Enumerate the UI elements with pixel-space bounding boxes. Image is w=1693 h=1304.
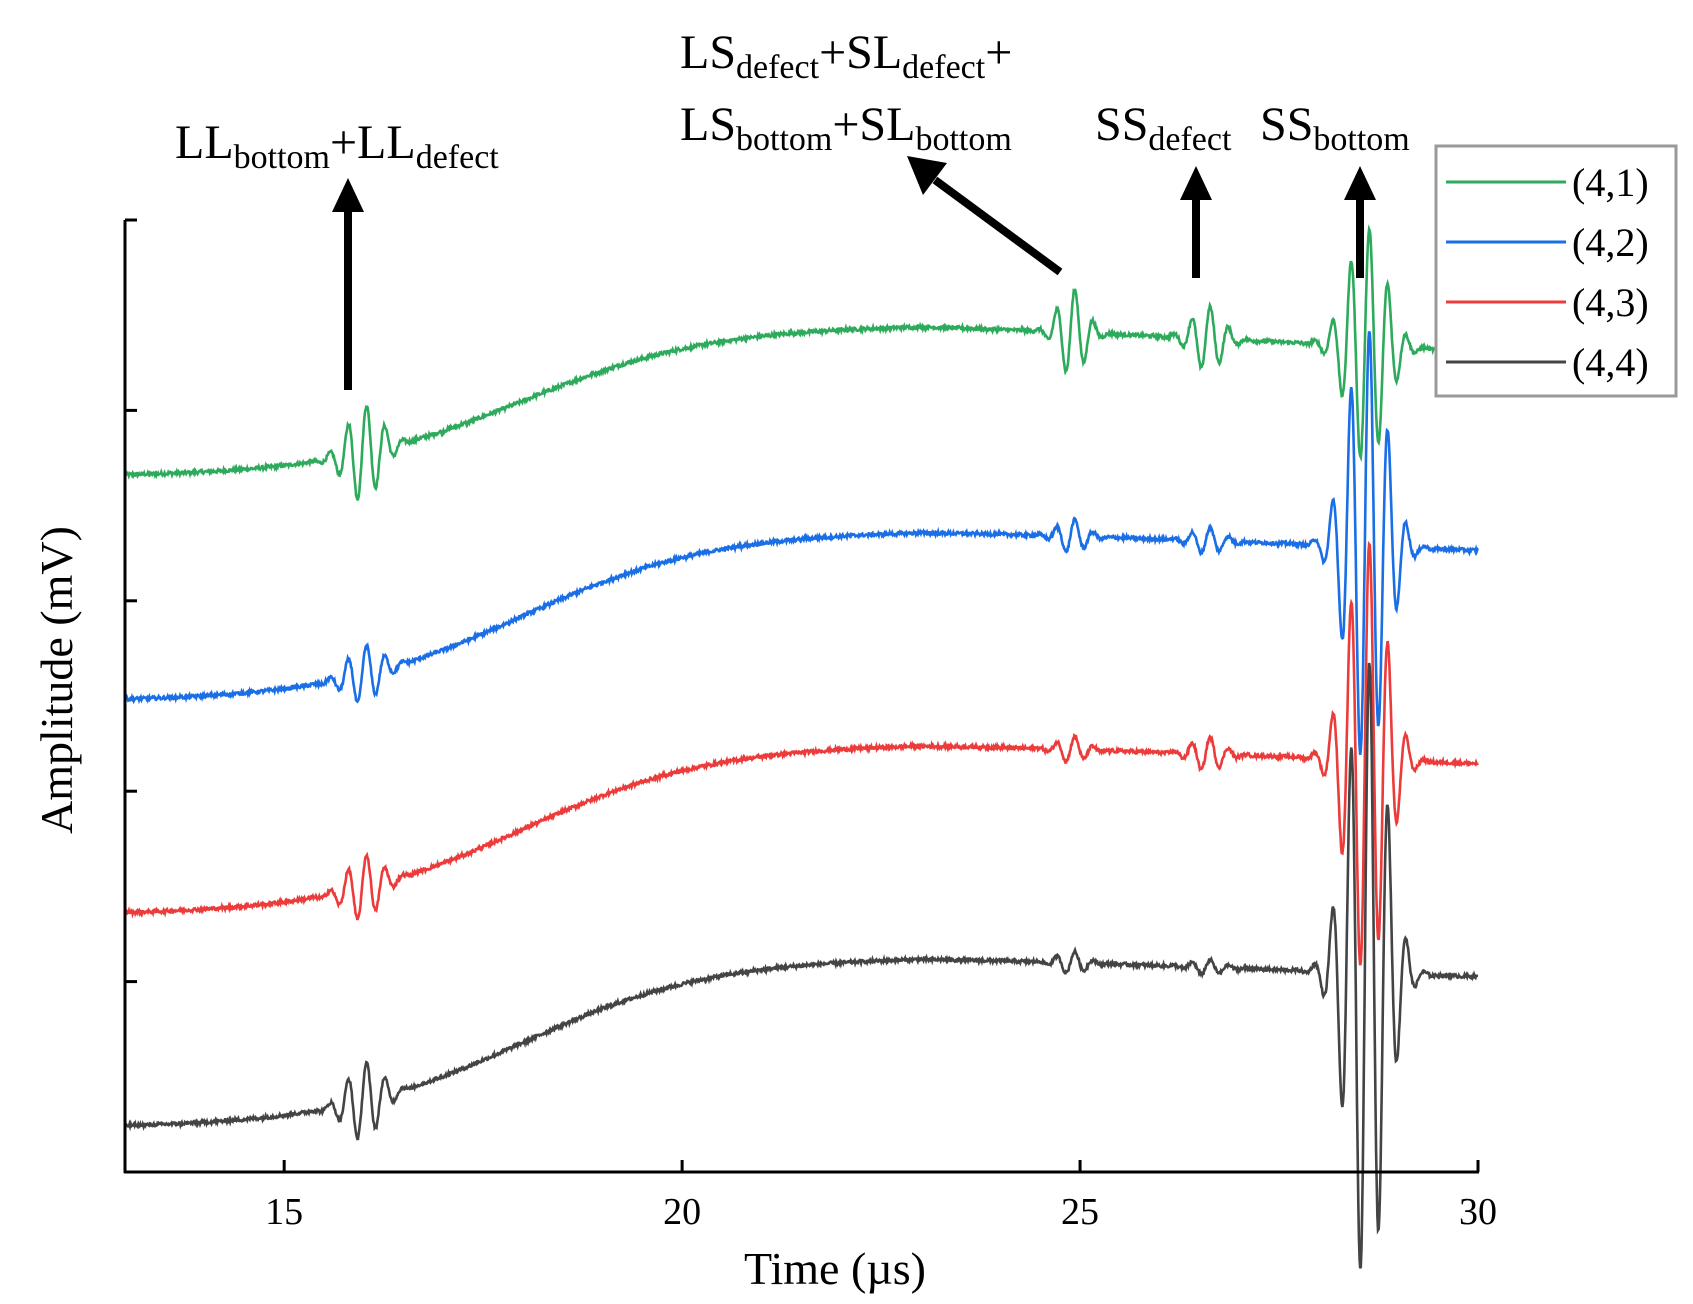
annotation-arrows	[332, 156, 1376, 390]
y-axis-label: Amplitude (mV)	[31, 526, 82, 834]
x-tick-label-25: 25	[1061, 1191, 1099, 1233]
legend-label-2: (4,2)	[1572, 220, 1649, 265]
series-traces	[123, 224, 1479, 1269]
annotation-ls-line2: LSbottom+SLbottom	[680, 98, 1012, 158]
arrow-ls	[932, 176, 1063, 276]
series-line-3	[124, 540, 1479, 966]
annotation-ss-defect: SSdefect	[1095, 98, 1232, 158]
annotation-ll: LLbottom+LLdefect	[175, 116, 499, 176]
legend-label-4: (4,4)	[1572, 340, 1649, 385]
series-line-1	[123, 224, 1448, 501]
arrow-ll-head	[332, 178, 364, 212]
arrow-ssb-head	[1344, 166, 1376, 200]
arrow-ssd-head	[1180, 166, 1212, 200]
x-tick-label-15: 15	[265, 1191, 303, 1233]
series-line-2	[124, 330, 1479, 755]
x-ticks: 15 20 25 30	[265, 1160, 1497, 1233]
arrow-ls-head	[907, 156, 947, 195]
axes: 15 20 25 30 Time (µs) Amplitude (mV)	[31, 218, 1497, 1294]
annotation-ss-bottom: SSbottom	[1260, 98, 1410, 158]
x-tick-label-20: 20	[663, 1191, 701, 1233]
x-tick-label-30: 30	[1459, 1191, 1497, 1233]
annotations: LLbottom+LLdefect LSdefect+SLdefect+ LSb…	[175, 26, 1410, 176]
series-line-4	[124, 662, 1479, 1269]
x-axis-label: Time (µs)	[744, 1243, 926, 1294]
y-ticks	[125, 218, 137, 984]
legend-box	[1434, 144, 1678, 398]
legend-label-3: (4,3)	[1572, 280, 1649, 325]
legend-label-1: (4,1)	[1572, 160, 1649, 205]
legend: (4,1) (4,2) (4,3) (4,4)	[1434, 144, 1678, 398]
annotation-ls-line1: LSdefect+SLdefect+	[680, 26, 1012, 86]
